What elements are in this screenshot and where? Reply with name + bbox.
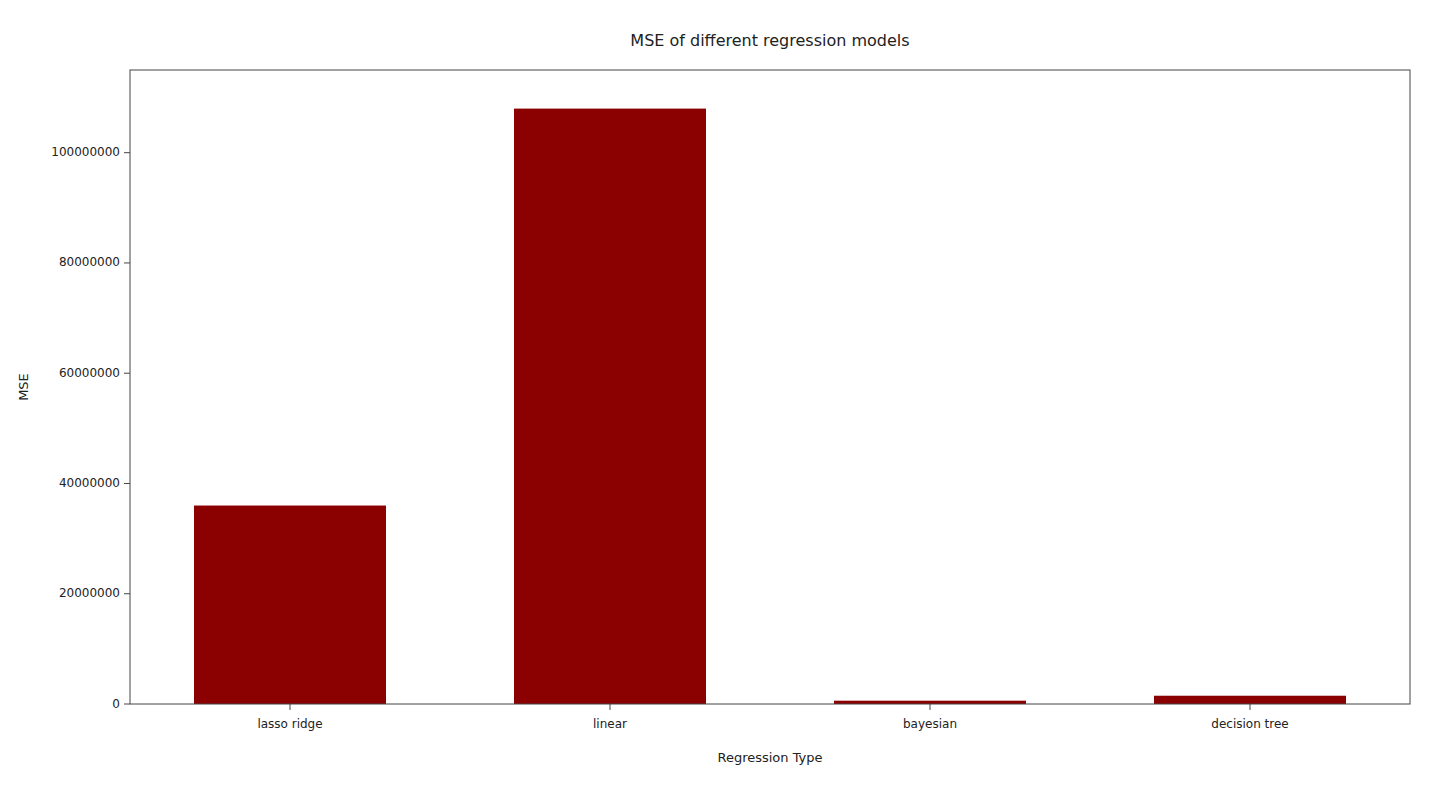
x-axis-label: Regression Type — [717, 750, 822, 765]
x-tick-label: decision tree — [1211, 717, 1288, 731]
y-tick-label: 20000000 — [59, 586, 120, 600]
y-tick — [124, 262, 130, 263]
y-tick-label: 40000000 — [59, 476, 120, 490]
y-axis-label: MSE — [16, 373, 31, 401]
title: MSE of different regression models — [630, 31, 909, 50]
y-tick-label: 100000000 — [51, 145, 120, 159]
y-axis: 0 20000000 40000000 60000000 80000000 1000000… — [51, 145, 130, 710]
y-tick — [124, 373, 130, 374]
x-tick-label: lasso ridge — [257, 717, 322, 731]
x-tick — [930, 704, 931, 710]
x-axis: lasso ridge linear bayesian decision tree — [257, 704, 1288, 731]
bar — [194, 506, 386, 704]
plot-frame — [130, 70, 1410, 704]
y-tick-label: 0 — [112, 697, 120, 711]
y-tick — [124, 483, 130, 484]
bar — [514, 109, 706, 704]
bars — [194, 109, 1346, 704]
y-tick — [124, 152, 130, 153]
x-tick — [1250, 704, 1251, 710]
y-tick — [124, 704, 130, 705]
x-tick — [290, 704, 291, 710]
x-tick — [610, 704, 611, 710]
y-tick — [124, 593, 130, 594]
x-tick-label: linear — [593, 717, 627, 731]
y-tick-label: 60000000 — [59, 366, 120, 380]
x-tick-label: bayesian — [903, 717, 957, 731]
chart: 0 20000000 40000000 60000000 80000000 1000000… — [0, 0, 1450, 794]
bar — [1154, 696, 1346, 704]
y-tick-label: 80000000 — [59, 255, 120, 269]
